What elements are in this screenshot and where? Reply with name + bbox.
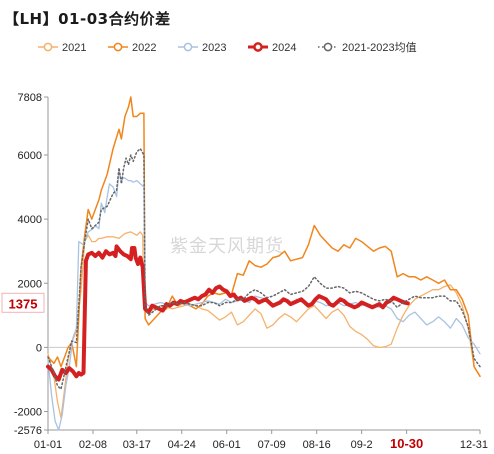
- highlight-value-label: 1375: [9, 296, 38, 311]
- x-tick-label: 03-17: [123, 439, 151, 451]
- x-tick-label: 06-01: [213, 439, 241, 451]
- chart-title: 【LH】01-03合约价差: [4, 10, 171, 28]
- y-tick-label: -2576: [14, 425, 42, 437]
- legend-label: 2024: [272, 42, 296, 54]
- y-tick-label: -2000: [14, 407, 42, 419]
- legend-swatch-marker: [183, 42, 193, 52]
- axes: [44, 96, 481, 434]
- x-tick-label: 10-30: [390, 436, 423, 451]
- x-tick-label: 07-09: [258, 439, 286, 451]
- y-tick-label: 0: [36, 342, 42, 354]
- legend-item-2023: 2023: [178, 42, 226, 54]
- legend-item-2024: 2024: [248, 42, 296, 54]
- watermark-layer: 紫金天风期货: [170, 236, 284, 257]
- legend-swatch-marker: [113, 42, 123, 52]
- legend-swatch-marker: [253, 42, 263, 52]
- legend-item-2022: 2022: [108, 42, 156, 54]
- y-tick-label: 7808: [18, 92, 42, 104]
- x-tick-label: 02-08: [79, 439, 107, 451]
- highlight-value-box: [1, 292, 45, 313]
- x-tick-label: 08-16: [303, 439, 331, 451]
- x-tick-label: 01-01: [34, 439, 62, 451]
- legend-item-2021: 2021: [38, 42, 86, 54]
- legend-label: 2022: [132, 42, 156, 54]
- legend-swatch-marker: [43, 42, 53, 52]
- series-line-2022: [47, 96, 481, 378]
- x-tick-label: 09-2: [351, 439, 373, 451]
- y-tick-label: 6000: [18, 150, 42, 162]
- legend-item-2021-2023均值: 2021-2023均值: [318, 41, 417, 54]
- series-line-2024: [46, 244, 410, 382]
- series-layer: [46, 96, 481, 431]
- legend-label: 2021-2023均值: [342, 41, 417, 54]
- legend-label: 2023: [202, 42, 226, 54]
- watermark: 紫金天风期货: [170, 236, 284, 257]
- x-tick-label: 12-31: [460, 439, 488, 451]
- y-tick-label: 2000: [18, 278, 42, 290]
- series-line-2021-2023均值: [47, 147, 481, 390]
- legend: 2021 2022 2023 2024 2021-2023均值: [38, 41, 417, 54]
- series-line-2021: [47, 231, 481, 419]
- y-tick-label: 4000: [18, 214, 42, 226]
- axis-labels: -2576 -2000 0 2000 4000 6000 7808 01-01 02-08 03-…: [1, 92, 488, 451]
- legend-label: 2021: [62, 42, 86, 54]
- x-tick-label: 04-24: [168, 439, 196, 451]
- legend-swatch-marker: [323, 42, 333, 52]
